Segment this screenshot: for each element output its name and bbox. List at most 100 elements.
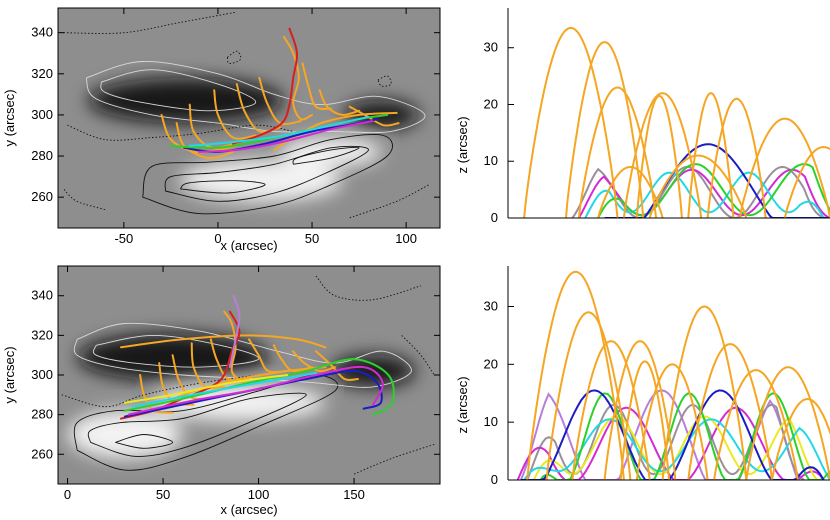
zero-contour (315, 275, 422, 301)
y-tick-label: 320 (31, 66, 53, 81)
field-line-yellow (123, 374, 289, 404)
x-axis-label-bottom-left: x (arcsec) (220, 502, 277, 517)
height-profile-violet (519, 389, 799, 480)
y-tick-label: 260 (31, 189, 53, 204)
loop-orange (635, 363, 709, 480)
z-tick-label: 30 (484, 40, 498, 55)
x-tick-label: 100 (248, 487, 270, 502)
z-tick-label: 0 (491, 472, 498, 487)
loop-curves-top (523, 26, 830, 218)
zero-contour (61, 374, 259, 408)
z-axis-ticks-bottom: 0 10 20 30 (484, 298, 514, 487)
zero-contour (226, 50, 242, 64)
loop-orange (619, 360, 670, 480)
field-line-orange (318, 89, 361, 116)
loop-orange (526, 270, 625, 480)
loop-curves-bottom (516, 270, 830, 480)
loop-orange (523, 26, 619, 218)
y-tick-label: 340 (31, 288, 53, 303)
positive-polarity-region (180, 160, 343, 202)
flux-contour (100, 69, 257, 112)
field-line-orange (258, 76, 302, 126)
zero-contour (349, 184, 429, 219)
y-axis-ticks-bottom-left: 260 280 300 320 340 (31, 288, 440, 461)
z-tick-label: 20 (484, 356, 498, 371)
flux-contour (115, 434, 174, 449)
plot-frame-top-left (57, 7, 441, 229)
y-tick-label: 320 (31, 327, 53, 342)
y-tick-label: 340 (31, 25, 53, 40)
panel-top-right: 0 10 20 30 z (arcsec) (455, 8, 830, 225)
x-axis-ticks-top-left: -50 0 50 100 (114, 8, 417, 246)
x-axis-ticks-bottom-left: 0 50 100 150 (64, 266, 365, 502)
height-profile-blue (520, 389, 825, 480)
field-lines-top (160, 27, 400, 160)
loop-orange (622, 92, 703, 218)
y-axis-ticks-top-left: 260 280 300 320 340 (31, 25, 440, 204)
field-line-orange (160, 113, 238, 154)
loop-orange (545, 311, 632, 480)
z-tick-label: 30 (484, 298, 498, 313)
panel-top-left: -50 0 50 100 260 280 300 320 340 x (arcsec) y (… (2, 7, 441, 253)
positive-polarity-region (67, 410, 183, 459)
loop-orange (706, 97, 767, 218)
field-line-orange (190, 342, 226, 390)
y-axis-label-top-left: y (arcsec) (2, 89, 17, 146)
loop-orange (577, 86, 658, 218)
loop-orange (661, 305, 748, 480)
flux-contour (85, 61, 426, 134)
x-tick-label: 100 (395, 231, 417, 246)
flux-contour (92, 334, 260, 368)
zero-contour (377, 75, 392, 87)
loop-orange (571, 340, 651, 480)
x-tick-label: -50 (114, 231, 133, 246)
z-axis-ticks-top: 0 10 20 30 (484, 40, 514, 225)
flux-contour (73, 322, 412, 388)
loop-orange (648, 154, 748, 218)
flux-contour (179, 180, 266, 194)
flux-contour (142, 134, 393, 215)
x-tick-label: 0 (214, 231, 221, 246)
contours-bottom (61, 275, 435, 475)
x-axis-label-top-left: x (arcsec) (220, 238, 277, 253)
flux-contour (164, 145, 369, 202)
y-tick-label: 300 (31, 367, 53, 382)
height-profile-magenta (577, 168, 830, 218)
flux-contour (87, 392, 307, 457)
x-tick-label: 50 (305, 231, 319, 246)
loop-orange (597, 165, 664, 218)
loop-orange (745, 366, 830, 480)
field-line-blue (123, 369, 383, 418)
field-line-violet (228, 294, 241, 369)
x-tick-label: 50 (156, 487, 170, 502)
y-tick-label: 300 (31, 107, 53, 122)
y-axis-label-bottom-left: y (arcsec) (2, 346, 17, 403)
field-line-red (232, 27, 299, 145)
loop-orange (783, 146, 830, 218)
negative-polarity-region (88, 77, 284, 124)
loop-orange (635, 94, 683, 218)
field-line-magenta (198, 120, 374, 153)
loop-orange (713, 369, 799, 480)
height-profile-blue (604, 143, 830, 218)
zero-contour (63, 188, 106, 210)
loop-orange (687, 343, 773, 480)
contours-top (63, 11, 429, 219)
y-tick-label: 280 (31, 407, 53, 422)
x-tick-label: 0 (64, 487, 71, 502)
field-line-green (123, 358, 395, 416)
height-profile-green (539, 392, 830, 480)
panel-bottom-left: 0 50 100 150 260 280 300 320 340 x (arcsec) y (… (2, 265, 441, 517)
z-axis-label-bottom: z (arcsec) (455, 376, 470, 433)
flux-contour (292, 146, 360, 165)
field-line-orange (282, 35, 313, 121)
field-line-orange (223, 310, 245, 384)
x-tick-label: 150 (343, 487, 365, 502)
field-line-cyan (188, 116, 370, 147)
loop-orange (738, 117, 830, 218)
z-tick-label: 20 (484, 96, 498, 111)
panel-bottom-right: 0 10 20 30 z (arcsec) (455, 266, 830, 487)
height-profile-cyan (584, 171, 825, 218)
field-line-orange (175, 122, 234, 160)
